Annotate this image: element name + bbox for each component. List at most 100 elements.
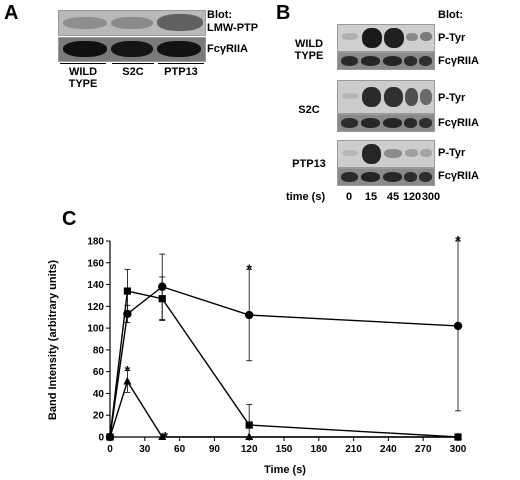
panel-a-blot-fcgriia (58, 37, 206, 62)
panel-b-ptyr-blot-ptp13 (337, 140, 435, 168)
panel-b-row1-label-s2c: P-Tyr (438, 92, 466, 104)
panel-b-time-label: time (s) (286, 191, 326, 203)
band (404, 56, 417, 66)
panel-b-row2-label-wt: FcγRIIA (438, 55, 479, 67)
band (342, 150, 358, 156)
band (63, 17, 107, 29)
data-point-square (123, 287, 131, 295)
band (420, 89, 432, 105)
x-tick-label: 0 (107, 444, 113, 455)
line-chart: 0 20 40 60 80 100 120 140 160 180 0 30 60 90 120 150 180… (47, 233, 467, 476)
lane-line (60, 63, 106, 64)
band (384, 149, 402, 158)
band (405, 88, 418, 106)
panel-b-fcgr-blot-s2c (337, 114, 435, 132)
band (419, 56, 432, 66)
band (111, 17, 153, 29)
y-tick-label: 60 (93, 367, 105, 378)
lane-label-wild-type: WILD TYPE (68, 66, 98, 90)
significance-asterisk: * (246, 261, 252, 277)
panel-b-ptyr-blot-wt (337, 24, 435, 52)
panel-b-time-45: 45 (386, 191, 400, 203)
panel-b-row1-label-wt: P-Tyr (438, 32, 466, 44)
band (341, 118, 358, 128)
panel-b-fcgr-blot-wt (337, 52, 435, 70)
panel-a-blot-target: LMW-PTP (207, 22, 259, 34)
band (384, 87, 403, 107)
band (362, 144, 381, 164)
x-tick-label: 60 (174, 444, 186, 455)
x-tick-label: 150 (276, 444, 293, 455)
band (405, 149, 418, 157)
panel-a-loading-label: FcγRIIA (207, 43, 248, 55)
band (341, 56, 358, 66)
x-tick-label: 90 (209, 444, 221, 455)
data-point-triangle (106, 432, 114, 440)
band (361, 118, 380, 128)
panel-c-letter: C (62, 208, 77, 230)
y-tick-label: 100 (87, 324, 104, 335)
x-tick-label: 210 (345, 444, 362, 455)
panel-b-row2-label-ptp13: FcγRIIA (438, 170, 479, 182)
panel-b-time-0: 0 (345, 191, 353, 203)
panel-b-group-s2c: S2C (298, 104, 320, 116)
x-axis-label: Time (s) (264, 464, 306, 476)
y-tick-label: 20 (93, 411, 105, 422)
band (362, 28, 382, 48)
panel-b-row1-label-ptp13: P-Tyr (438, 147, 466, 159)
band (341, 172, 358, 182)
data-point-square (245, 421, 253, 429)
data-point-triangle (123, 376, 132, 385)
band (404, 172, 417, 182)
y-tick-label: 0 (98, 433, 104, 444)
panel-b-group-ptp13: PTP13 (292, 158, 326, 170)
panel-a-blot-lmw-ptp (58, 10, 206, 36)
band (342, 33, 358, 40)
band (419, 172, 432, 182)
band (362, 87, 381, 107)
x-tick-label: 30 (139, 444, 151, 455)
x-tick-label: 120 (241, 444, 258, 455)
x-tick-label: 180 (310, 444, 327, 455)
band (63, 41, 107, 57)
band (383, 56, 402, 66)
y-tick-label: 40 (93, 389, 105, 400)
y-tick-label: 160 (87, 258, 104, 269)
lane-line (112, 63, 154, 64)
data-point-triangle (245, 432, 254, 440)
band (420, 32, 432, 41)
band (383, 118, 402, 128)
band (157, 14, 203, 31)
band (419, 118, 432, 128)
y-tick-label: 180 (87, 237, 104, 248)
panel-b-fcgr-blot-ptp13 (337, 168, 435, 186)
lane-label-ptp13: PTP13 (164, 66, 198, 78)
band (111, 41, 153, 57)
band (420, 149, 432, 157)
band (361, 172, 380, 182)
significance-asterisk: * (455, 233, 461, 249)
panel-b-time-300: 300 (421, 191, 441, 203)
y-axis-label: Band Intensity (arbitrary units) (47, 260, 59, 420)
panel-b-time-15: 15 (364, 191, 378, 203)
band (342, 93, 358, 99)
data-point-square (158, 295, 166, 303)
data-point-triangle (454, 432, 462, 440)
panel-a-blot-prefix: Blot: (207, 9, 233, 21)
band (384, 28, 404, 48)
x-tick-label: 240 (380, 444, 397, 455)
chart-annotations: * * * * (125, 233, 462, 445)
panel-b-ptyr-blot-s2c (337, 80, 435, 114)
y-tick-label: 80 (93, 345, 105, 356)
band (406, 33, 418, 41)
panel-b-row2-label-s2c: FcγRIIA (438, 117, 479, 129)
chart-axes: 0 20 40 60 80 100 120 140 160 180 0 30 60 90 120 150 180… (87, 237, 466, 456)
x-tick-label: 300 (450, 444, 467, 455)
panel-a-letter: A (4, 2, 19, 24)
band (404, 118, 417, 128)
lane-line (158, 63, 204, 64)
panel-b-blot-prefix: Blot: (438, 9, 464, 21)
significance-asterisk: * (125, 362, 131, 378)
band (157, 41, 201, 57)
data-point-circle (245, 310, 254, 320)
